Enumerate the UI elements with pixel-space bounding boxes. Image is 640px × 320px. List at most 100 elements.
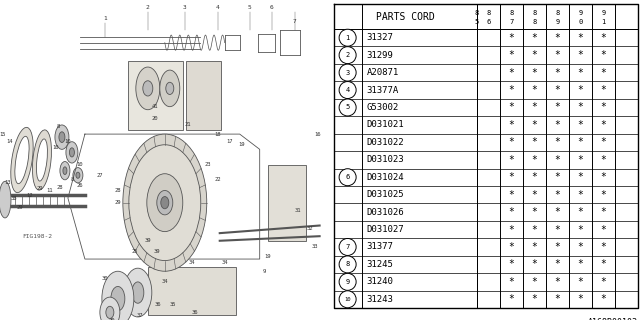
Text: 26: 26 bbox=[77, 183, 83, 188]
Text: D031021: D031021 bbox=[367, 120, 404, 129]
Text: *: * bbox=[600, 85, 606, 95]
Text: *: * bbox=[577, 172, 584, 182]
Text: *: * bbox=[577, 225, 584, 235]
Text: *: * bbox=[554, 225, 561, 235]
Text: *: * bbox=[600, 155, 606, 165]
Text: 28: 28 bbox=[57, 185, 63, 190]
Text: 13: 13 bbox=[4, 180, 12, 185]
Text: 6: 6 bbox=[486, 19, 490, 25]
Ellipse shape bbox=[161, 196, 169, 209]
Text: 32: 32 bbox=[307, 226, 313, 231]
Text: *: * bbox=[508, 277, 515, 287]
Text: *: * bbox=[554, 137, 561, 147]
Text: 9: 9 bbox=[602, 10, 605, 16]
Text: *: * bbox=[554, 260, 561, 269]
Text: 5: 5 bbox=[346, 104, 349, 110]
Text: 9: 9 bbox=[263, 269, 266, 274]
Text: *: * bbox=[531, 120, 538, 130]
Ellipse shape bbox=[60, 162, 70, 180]
Text: 23: 23 bbox=[205, 162, 211, 167]
Text: *: * bbox=[531, 190, 538, 200]
Text: D031027: D031027 bbox=[367, 225, 404, 234]
Text: *: * bbox=[531, 172, 538, 182]
Text: 1: 1 bbox=[602, 19, 605, 25]
Text: 8: 8 bbox=[486, 10, 490, 16]
Text: 9: 9 bbox=[579, 10, 582, 16]
Text: 7: 7 bbox=[346, 244, 349, 250]
Text: 28: 28 bbox=[115, 188, 121, 193]
Text: 34: 34 bbox=[221, 260, 228, 265]
Text: 19: 19 bbox=[239, 142, 245, 147]
Text: 39: 39 bbox=[145, 238, 151, 243]
Text: 31240: 31240 bbox=[367, 277, 394, 286]
Bar bbox=[128, 61, 183, 130]
Text: 31: 31 bbox=[294, 208, 301, 213]
Ellipse shape bbox=[66, 142, 78, 163]
Text: 38: 38 bbox=[11, 196, 17, 201]
Text: *: * bbox=[577, 50, 584, 60]
Text: PARTS CORD: PARTS CORD bbox=[376, 12, 435, 21]
Text: *: * bbox=[554, 155, 561, 165]
Text: 8: 8 bbox=[346, 261, 349, 268]
Text: 10: 10 bbox=[77, 162, 83, 167]
Bar bbox=[186, 61, 221, 130]
Text: 12: 12 bbox=[27, 193, 33, 197]
Text: *: * bbox=[531, 33, 538, 43]
Text: *: * bbox=[508, 102, 515, 112]
Text: *: * bbox=[554, 85, 561, 95]
Ellipse shape bbox=[11, 127, 33, 193]
Text: 29: 29 bbox=[17, 205, 23, 210]
Text: *: * bbox=[531, 242, 538, 252]
Text: *: * bbox=[577, 102, 584, 112]
Text: *: * bbox=[554, 50, 561, 60]
Text: *: * bbox=[508, 260, 515, 269]
Ellipse shape bbox=[36, 139, 47, 181]
Text: 8: 8 bbox=[509, 10, 513, 16]
Text: 29: 29 bbox=[115, 200, 121, 205]
Ellipse shape bbox=[76, 172, 80, 178]
Text: A168B00103: A168B00103 bbox=[588, 318, 638, 320]
Text: D031025: D031025 bbox=[367, 190, 404, 199]
Text: *: * bbox=[600, 294, 606, 304]
Text: 31245: 31245 bbox=[367, 260, 394, 269]
Text: 10: 10 bbox=[52, 145, 59, 150]
Text: 39: 39 bbox=[154, 249, 160, 254]
Text: *: * bbox=[508, 155, 515, 165]
Ellipse shape bbox=[59, 132, 65, 142]
Text: *: * bbox=[531, 225, 538, 235]
Text: FIG198-2: FIG198-2 bbox=[22, 234, 52, 239]
Text: *: * bbox=[600, 225, 606, 235]
Text: *: * bbox=[554, 190, 561, 200]
Text: *: * bbox=[508, 85, 515, 95]
Text: 5: 5 bbox=[248, 5, 252, 10]
Text: *: * bbox=[577, 120, 584, 130]
Circle shape bbox=[339, 256, 356, 273]
Text: 27: 27 bbox=[97, 173, 103, 178]
Text: 34: 34 bbox=[161, 279, 168, 284]
Text: 10: 10 bbox=[344, 297, 351, 302]
Text: 36: 36 bbox=[191, 310, 198, 315]
Ellipse shape bbox=[73, 168, 83, 183]
Text: 8: 8 bbox=[556, 10, 559, 16]
Text: A20871: A20871 bbox=[367, 68, 399, 77]
Text: *: * bbox=[577, 207, 584, 217]
Ellipse shape bbox=[129, 145, 201, 260]
Text: 6: 6 bbox=[270, 5, 273, 10]
Text: 16: 16 bbox=[314, 132, 321, 137]
Text: *: * bbox=[600, 120, 606, 130]
Bar bbox=[268, 164, 306, 241]
Text: *: * bbox=[577, 277, 584, 287]
Text: *: * bbox=[554, 207, 561, 217]
Text: 5: 5 bbox=[475, 19, 479, 25]
Ellipse shape bbox=[102, 271, 134, 320]
Circle shape bbox=[106, 306, 114, 318]
Text: *: * bbox=[531, 85, 538, 95]
Text: *: * bbox=[554, 172, 561, 182]
Text: 10: 10 bbox=[65, 139, 71, 144]
Text: *: * bbox=[600, 172, 606, 182]
Text: 34: 34 bbox=[189, 260, 195, 265]
Text: 21: 21 bbox=[184, 123, 191, 127]
Polygon shape bbox=[68, 134, 260, 259]
Ellipse shape bbox=[143, 81, 153, 96]
Text: *: * bbox=[600, 137, 606, 147]
